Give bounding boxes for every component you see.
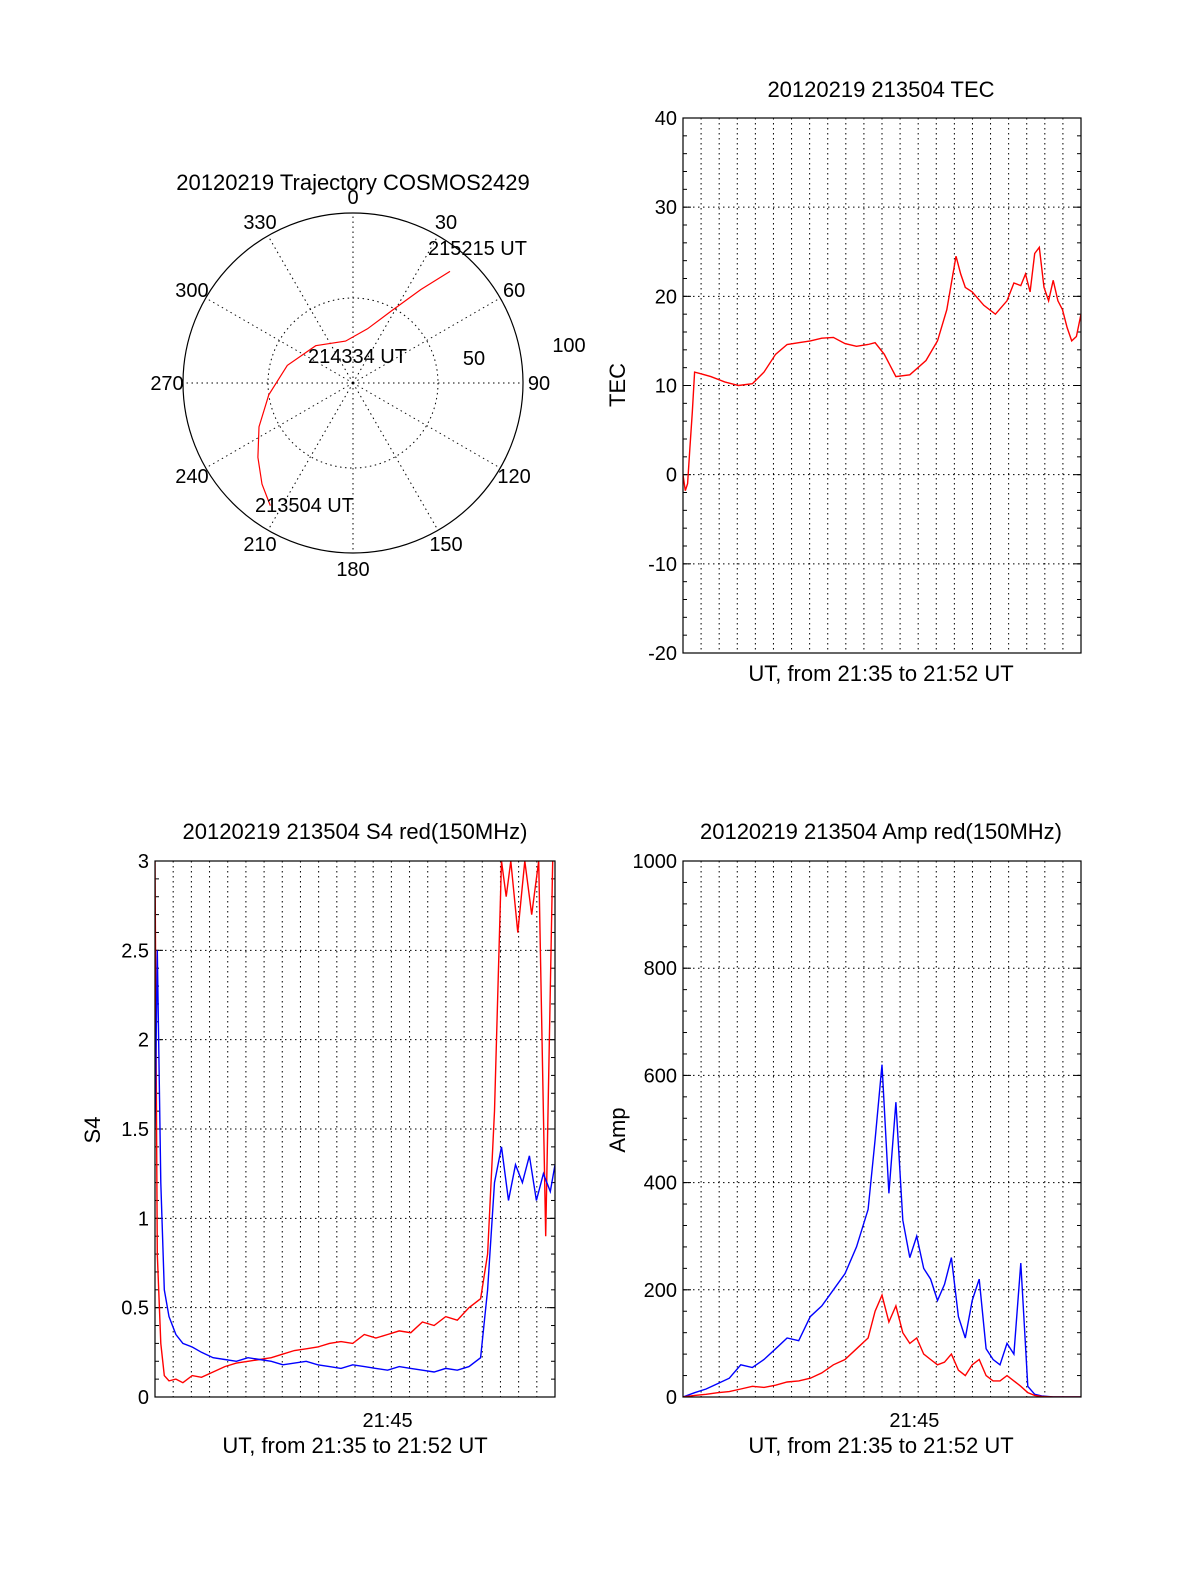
polar-spoke (352, 235, 439, 384)
polar-spoke (205, 297, 354, 384)
trajectory-title: 20120219 Trajectory COSMOS2429 (176, 170, 529, 195)
plot-frame (154, 860, 556, 1398)
tec-ylabel: TEC (605, 363, 630, 407)
polar-angle-label: 0 (347, 187, 358, 209)
y-tick-label: 1000 (633, 851, 678, 873)
polar-radial-label-100: 100 (552, 335, 585, 357)
polar-angle-label: 120 (497, 466, 530, 488)
trajectory-chart: 20120219 Trajectory COSMOS2429 0 30 60 90 12… (150, 170, 585, 581)
annotation-end-time: 215215 UT (428, 238, 527, 260)
y-tick-label: 0 (138, 1387, 149, 1409)
amp-xlabel: UT, from 21:35 to 21:52 UT (748, 1433, 1013, 1458)
y-tick-label: 30 (655, 197, 677, 219)
s4-chart: 20120219 213504 S4 red(150MHz) S4 UT, fr… (80, 819, 556, 1458)
polar-angle-label: 30 (435, 212, 457, 234)
s4-title: 20120219 213504 S4 red(150MHz) (183, 819, 528, 844)
polar-spoke (205, 382, 354, 469)
tec-title: 20120219 213504 TEC (767, 77, 994, 102)
y-tick-label: 20 (655, 286, 677, 308)
amp-chart: 20120219 213504 Amp red(150MHz) Amp UT, … (605, 819, 1082, 1458)
tec-xlabel: UT, from 21:35 to 21:52 UT (748, 661, 1013, 686)
polar-angle-label: 150 (429, 534, 462, 556)
y-tick-label: -10 (648, 554, 677, 576)
plot-frame (682, 117, 1082, 654)
polar-spoke (352, 382, 439, 531)
y-tick-label: 0.5 (121, 1298, 149, 1320)
series-line-blue (155, 950, 555, 1373)
y-tick-label: 800 (644, 958, 677, 980)
polar-grid (183, 213, 523, 553)
tec-chart: 20120219 213504 TEC TEC UT, from 21:35 t… (605, 77, 1082, 686)
polar-angle-label: 180 (336, 559, 369, 581)
annotation-mid-time: 214334 UT (308, 346, 407, 368)
y-tick-label: 600 (644, 1065, 677, 1087)
series-line-red (683, 1293, 1081, 1397)
y-tick-label: 40 (655, 108, 677, 130)
y-tick-label: 0 (666, 465, 677, 487)
series-line-blue (683, 1064, 1081, 1397)
y-tick-label: 1 (138, 1208, 149, 1230)
s4-xlabel: UT, from 21:35 to 21:52 UT (222, 1433, 487, 1458)
amp-ylabel: Amp (605, 1107, 630, 1152)
series-line-red (683, 245, 1081, 491)
polar-angle-label: 240 (175, 466, 208, 488)
polar-angle-label: 270 (150, 373, 183, 395)
y-tick-label: 3 (138, 851, 149, 873)
polar-angle-label: 210 (243, 534, 276, 556)
y-tick-label: 400 (644, 1173, 677, 1195)
polar-angle-label: 90 (528, 373, 550, 395)
plot-frame (682, 860, 1082, 1398)
polar-angle-label: 300 (175, 280, 208, 302)
polar-spoke (267, 235, 354, 384)
polar-angle-labels: 0 30 60 90 120 150 180 210 240 270 300 330 (150, 187, 550, 581)
polar-angle-label: 330 (243, 212, 276, 234)
y-tick-label: -20 (648, 643, 677, 665)
y-tick-label: 10 (655, 376, 677, 398)
amp-title: 20120219 213504 Amp red(150MHz) (700, 819, 1062, 844)
y-tick-label: 2 (138, 1030, 149, 1052)
polar-spoke (267, 382, 354, 531)
polar-radial-label-50: 50 (463, 348, 485, 370)
polar-spoke (352, 382, 501, 469)
polar-track-line (257, 270, 451, 506)
polar-outer-circle (182, 212, 524, 554)
x-tick-label: 21:45 (363, 1410, 413, 1432)
annotation-start-time: 213504 UT (255, 495, 354, 517)
series-line-red (155, 861, 554, 1384)
y-tick-label: 2.5 (121, 940, 149, 962)
polar-angle-label: 60 (503, 280, 525, 302)
y-tick-label: 1.5 (121, 1119, 149, 1141)
y-tick-label: 200 (644, 1280, 677, 1302)
polar-spoke (352, 297, 501, 384)
x-tick-label: 21:45 (889, 1410, 939, 1432)
s4-ylabel: S4 (80, 1117, 105, 1144)
y-tick-label: 0 (666, 1387, 677, 1409)
